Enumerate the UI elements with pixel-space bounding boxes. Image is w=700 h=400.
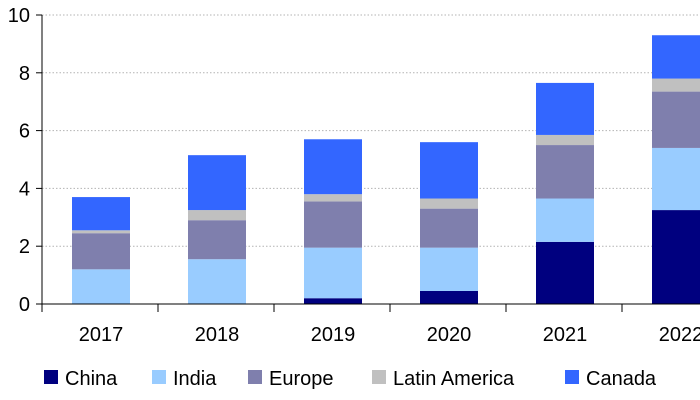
legend-swatch-china <box>44 370 58 384</box>
bar-segment-europe-2018 <box>188 220 246 260</box>
legend-label: India <box>173 368 217 390</box>
x-tick-label: 2020 <box>427 324 472 346</box>
bar-segment-latin-america-2018 <box>188 210 246 221</box>
bar-segment-canada-2017 <box>72 197 130 231</box>
bar-segment-latin-america-2021 <box>536 134 594 146</box>
axes <box>41 15 700 305</box>
bar-segment-canada-2019 <box>304 139 362 195</box>
legend-label: China <box>65 368 118 390</box>
bar-segment-india-2022 <box>652 147 700 211</box>
x-axis-ticks: 2017 2018 2019 2020 2021 2022 <box>41 304 700 346</box>
bar-segment-canada-2022 <box>652 35 700 79</box>
y-tick-label: 2 <box>19 236 30 258</box>
bar-segment-china-2019 <box>304 298 362 304</box>
legend-swatch-india <box>152 370 166 384</box>
bar-segment-china-2021 <box>536 241 594 304</box>
y-axis-ticks: 0 2 4 6 8 10 <box>8 5 42 316</box>
bar-segment-canada-2020 <box>420 142 478 199</box>
bar-segment-india-2019 <box>304 247 362 299</box>
legend-swatch-europe <box>248 370 262 384</box>
bar-segment-europe-2020 <box>420 208 478 248</box>
x-tick-label: 2021 <box>543 324 588 346</box>
legend-label: Latin America <box>393 368 515 390</box>
x-tick-label: 2018 <box>195 324 240 346</box>
bar-segment-india-2017 <box>72 269 130 304</box>
legend-label: Canada <box>586 368 657 390</box>
bar-segment-india-2018 <box>188 259 246 304</box>
y-tick-label: 8 <box>19 63 30 85</box>
bar-segment-europe-2019 <box>304 201 362 248</box>
legend: China India Europe Latin America Canada <box>44 368 657 390</box>
bar-segment-canada-2021 <box>536 82 594 135</box>
bar-segment-canada-2018 <box>188 155 246 211</box>
y-tick-label: 4 <box>19 178 30 200</box>
bar-segment-india-2021 <box>536 198 594 242</box>
gridlines <box>42 14 700 247</box>
bar-segment-latin-america-2017 <box>72 230 130 234</box>
bar-segment-latin-america-2020 <box>420 198 478 209</box>
y-tick-label: 10 <box>8 5 30 27</box>
bar-segment-latin-america-2019 <box>304 194 362 202</box>
bars <box>72 35 700 304</box>
x-tick-label: 2022 <box>659 324 700 346</box>
x-tick-label: 2017 <box>79 324 124 346</box>
y-tick-label: 6 <box>19 121 30 143</box>
bar-segment-india-2020 <box>420 247 478 291</box>
legend-label: Europe <box>269 368 334 390</box>
y-tick-label: 0 <box>19 294 30 316</box>
bar-segment-europe-2022 <box>652 91 700 148</box>
bar-segment-china-2022 <box>652 210 700 304</box>
legend-swatch-canada <box>565 370 579 384</box>
bar-segment-europe-2017 <box>72 233 130 270</box>
bar-segment-europe-2021 <box>536 145 594 199</box>
x-tick-label: 2019 <box>311 324 356 346</box>
bar-segment-china-2020 <box>420 290 478 304</box>
legend-swatch-latin-america <box>372 370 386 384</box>
bar-segment-latin-america-2022 <box>652 78 700 92</box>
